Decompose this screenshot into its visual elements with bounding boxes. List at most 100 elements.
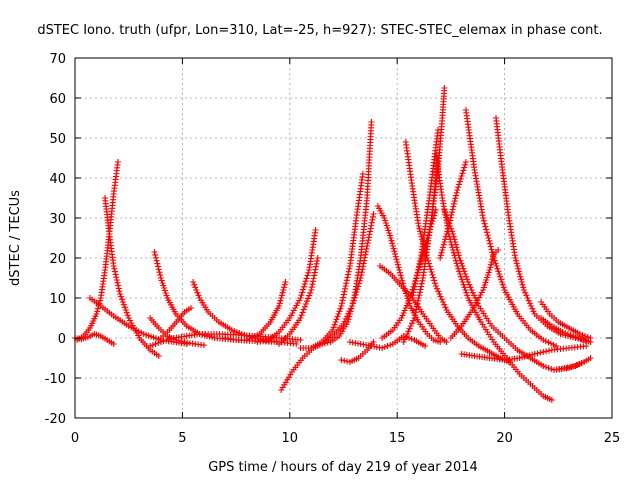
data-point	[575, 335, 582, 341]
data-point	[441, 207, 448, 213]
data-point	[458, 173, 465, 179]
data-point	[340, 294, 347, 301]
data-point	[310, 278, 317, 285]
data-point	[153, 257, 160, 264]
data-point	[451, 198, 458, 205]
data-point	[417, 257, 424, 264]
data-point	[548, 397, 555, 403]
data-point	[368, 119, 375, 125]
data-point	[432, 280, 439, 287]
data-point	[528, 303, 535, 309]
data-point	[486, 237, 493, 244]
data-point	[413, 303, 420, 310]
data-point	[191, 281, 198, 288]
data-point	[334, 313, 341, 320]
x-tick-label: 10	[282, 431, 299, 446]
data-point	[450, 233, 457, 240]
data-point	[573, 334, 580, 340]
data-point	[344, 319, 351, 325]
data-point	[390, 245, 397, 252]
data-point	[163, 337, 170, 344]
data-point	[456, 268, 463, 275]
data-point	[392, 251, 399, 257]
data-point	[448, 211, 455, 218]
data-point	[305, 269, 312, 276]
y-tick-label: 40	[49, 172, 66, 187]
data-point	[452, 239, 459, 245]
data-point	[526, 300, 533, 307]
data-point	[314, 255, 321, 261]
data-point	[411, 286, 418, 293]
data-point	[303, 298, 310, 305]
data-point	[298, 292, 305, 299]
data-point	[123, 309, 130, 316]
data-point	[365, 234, 372, 241]
data-point	[394, 261, 401, 268]
data-point	[520, 287, 527, 293]
x-tick-label: 0	[71, 431, 79, 446]
data-point	[341, 357, 348, 364]
series-arc8	[157, 305, 194, 341]
data-point	[301, 303, 308, 310]
data-point	[440, 244, 447, 251]
data-point	[362, 248, 369, 255]
data-point	[154, 260, 161, 267]
data-point	[282, 279, 289, 285]
data-point	[430, 274, 437, 281]
data-point	[406, 335, 413, 341]
data-point	[579, 332, 586, 338]
data-point	[445, 225, 452, 232]
data-point	[344, 313, 351, 320]
data-point	[121, 304, 128, 311]
data-point	[578, 336, 585, 342]
data-point	[413, 275, 420, 281]
y-axis-label: dSTEC / TECUs	[8, 190, 23, 286]
data-point	[484, 232, 491, 239]
data-point	[115, 282, 122, 289]
data-point	[441, 239, 448, 245]
data-point	[515, 265, 522, 272]
data-point	[300, 283, 307, 290]
data-point	[462, 271, 469, 277]
data-point	[435, 288, 442, 295]
data-point	[567, 332, 574, 338]
data-point	[468, 287, 475, 293]
data-point	[157, 272, 164, 279]
data-point	[120, 301, 127, 308]
y-tick-label: -10	[45, 372, 66, 387]
data-point	[456, 178, 463, 185]
data-point	[542, 338, 549, 345]
y-tick-label: 50	[49, 132, 66, 147]
data-point	[531, 351, 538, 357]
data-point	[94, 308, 101, 315]
data-point	[405, 328, 412, 335]
data-point	[152, 254, 159, 261]
data-point	[488, 246, 495, 253]
data-point	[458, 276, 465, 283]
data-point	[457, 271, 464, 277]
data-point	[545, 347, 552, 354]
data-point	[461, 284, 468, 291]
data-point	[454, 247, 461, 253]
data-point	[330, 324, 337, 331]
data-point	[411, 283, 418, 290]
data-point	[276, 300, 283, 307]
data-point	[119, 299, 126, 305]
data-point	[543, 348, 550, 355]
data-point	[437, 255, 444, 261]
data-point	[493, 263, 500, 269]
data-point	[111, 268, 118, 275]
data-point	[542, 364, 549, 370]
data-point	[463, 273, 470, 280]
data-point	[297, 295, 304, 301]
data-point	[486, 267, 493, 273]
x-tick-label: 25	[604, 431, 621, 446]
data-point	[450, 203, 457, 210]
data-point	[451, 236, 458, 243]
data-point	[355, 280, 362, 287]
data-point	[342, 285, 349, 292]
data-point	[409, 295, 416, 301]
data-point	[460, 281, 467, 288]
series-arc31	[458, 343, 590, 363]
